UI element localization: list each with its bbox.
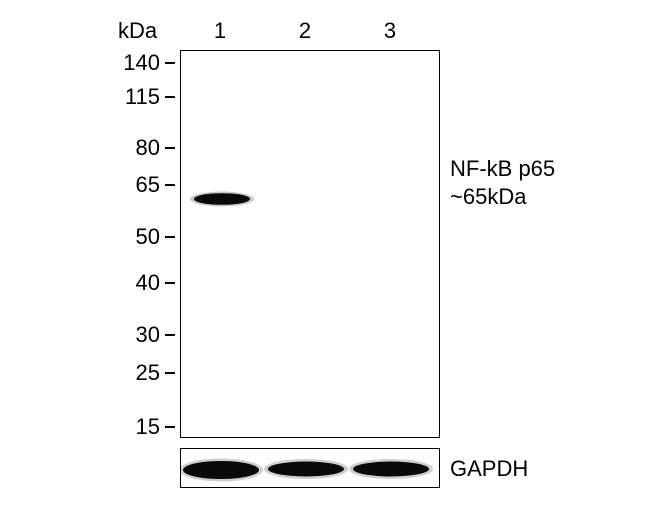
- mw-label-115: 115: [105, 84, 160, 110]
- lane-label-3: 3: [375, 18, 405, 44]
- mw-tick: [165, 426, 175, 428]
- target-name-label: NF-kB p65: [450, 156, 555, 182]
- mw-tick: [165, 282, 175, 284]
- gapdh-label: GAPDH: [450, 456, 528, 482]
- mw-tick: [165, 372, 175, 374]
- main-blot-membrane: [180, 50, 440, 438]
- mw-tick: [165, 236, 175, 238]
- mw-label-25: 25: [105, 360, 160, 386]
- mw-label-80: 80: [105, 135, 160, 161]
- target-mw-label: ~65kDa: [450, 184, 526, 210]
- mw-label-140: 140: [105, 50, 160, 76]
- blot-figure: kDa 1 2 3 140 115 80 65 50 40 30 25 15: [0, 0, 650, 520]
- mw-label-40: 40: [105, 270, 160, 296]
- target-band: [189, 189, 259, 209]
- kda-header: kDa: [118, 18, 157, 44]
- lane-label-2: 2: [290, 18, 320, 44]
- mw-tick: [165, 147, 175, 149]
- mw-label-50: 50: [105, 224, 160, 250]
- mw-label-65: 65: [105, 172, 160, 198]
- mw-tick: [165, 62, 175, 64]
- lane-label-1: 1: [205, 18, 235, 44]
- gapdh-bands: [181, 449, 440, 488]
- mw-tick: [165, 184, 175, 186]
- mw-label-15: 15: [105, 414, 160, 440]
- mw-tick: [165, 334, 175, 336]
- gapdh-blot-membrane: [180, 448, 440, 488]
- mw-tick: [165, 96, 175, 98]
- mw-label-30: 30: [105, 322, 160, 348]
